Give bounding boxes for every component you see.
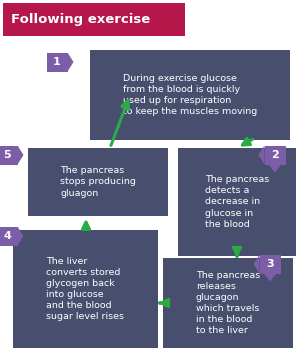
Bar [0,227,18,246]
Bar [90,50,290,140]
Polygon shape [18,227,23,246]
Text: Following exercise: Following exercise [11,13,150,25]
Polygon shape [264,274,276,281]
Bar [47,53,67,72]
Text: 3: 3 [266,259,274,269]
Bar [178,148,296,256]
Polygon shape [18,145,23,164]
Bar [28,148,168,216]
Bar [0,145,18,164]
Text: The pancreas
releases
glucagon
which travels
in the blood
to the liver: The pancreas releases glucagon which tra… [196,271,260,335]
Bar [264,145,285,164]
Polygon shape [269,164,281,173]
Text: 5: 5 [3,150,11,160]
Text: The pancreas
detects a
decrease in
glucose in
the blood: The pancreas detects a decrease in gluco… [205,175,269,229]
Bar [260,255,281,274]
Text: The pancreas
stops producing
gluagon: The pancreas stops producing gluagon [60,166,136,198]
Text: 4: 4 [3,231,11,241]
Polygon shape [254,255,260,274]
Text: 2: 2 [271,150,279,160]
Bar [3,3,185,36]
Polygon shape [67,53,74,72]
Text: 1: 1 [53,57,61,67]
Text: During exercise glucose
from the blood is quickly
used up for respiration
to kee: During exercise glucose from the blood i… [123,74,257,116]
Text: The liver
converts stored
glycogen back
into glucose
and the blood
sugar level r: The liver converts stored glycogen back … [47,257,125,321]
Bar [163,258,293,348]
Bar [13,230,158,348]
Polygon shape [258,145,264,164]
